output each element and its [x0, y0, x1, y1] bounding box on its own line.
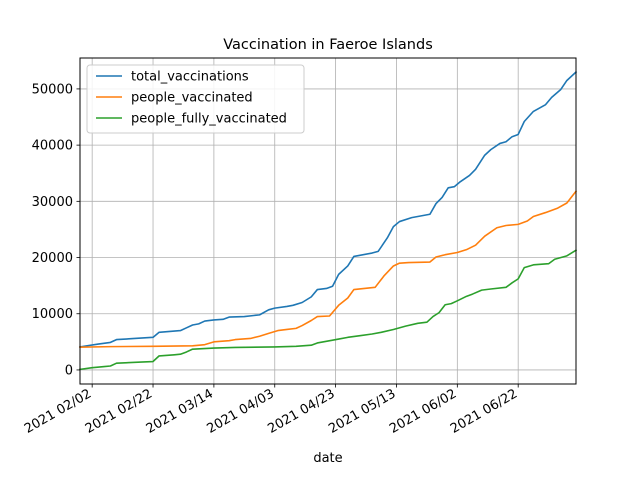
x-tick-label: 2021 02/02 — [22, 386, 94, 436]
x-tick-label: 2021 04/23 — [265, 386, 337, 436]
y-tick-label: 10000 — [32, 307, 73, 322]
plot-area-frame — [79, 57, 577, 385]
x-tick-label: 2021 04/03 — [205, 386, 277, 436]
y-tick-label: 40000 — [32, 139, 73, 154]
x-tick-label: 2021 06/02 — [387, 386, 459, 436]
series-line-people-fully-vaccinated — [79, 249, 578, 371]
series-lines — [79, 70, 578, 371]
series-line-people-vaccinated — [79, 190, 578, 348]
chart-title: Vaccination in Faeroe Islands — [223, 37, 433, 53]
x-tick-label: 2021 05/13 — [326, 386, 398, 436]
y-tick-label: 20000 — [32, 251, 73, 266]
x-tick-label: 2021 06/22 — [448, 386, 520, 436]
legend-label: people_fully_vaccinated — [131, 112, 287, 127]
y-axis: 0 10000 20000 30000 40000 50000 — [32, 82, 80, 378]
y-tick-label: 0 — [65, 363, 73, 378]
series-line-total-vaccinations — [79, 70, 578, 348]
legend-box — [86, 64, 305, 134]
x-tick-label: 2021 03/14 — [144, 386, 216, 436]
y-tick-label: 50000 — [32, 82, 73, 97]
legend: total_vaccinations people_vaccinatedpeopl… — [86, 64, 305, 134]
x-tick-label: 2021 02/22 — [83, 386, 155, 436]
legend-label: people_vaccinated — [131, 91, 253, 106]
legend-label: total_vaccinations — [131, 70, 249, 85]
y-tick-label: 30000 — [32, 195, 73, 210]
x-axis-label: date — [313, 451, 342, 466]
